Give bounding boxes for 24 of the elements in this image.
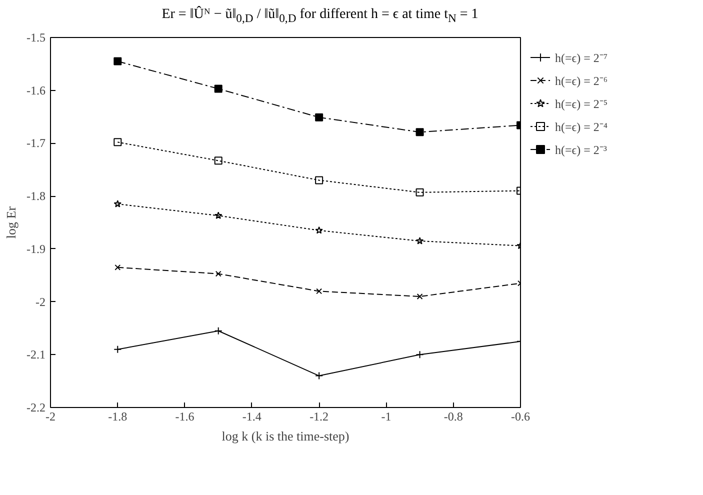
x-tick-label: -1.8 [108,410,128,424]
y-tick-label: -1.9 [26,242,46,256]
legend-label: h(=ϵ) = 2⁻³ [555,142,608,158]
legend-label: h(=ϵ) = 2⁻⁴ [555,118,609,134]
x-axis-title: log k (k is the time-step) [222,428,350,444]
y-tick-label: -1.7 [26,136,46,150]
y-tick-label: -1.8 [26,189,46,204]
x-tick-label: -1.2 [310,410,329,424]
y-tick-label: -1.5 [26,30,46,44]
legend-label: h(=ϵ) = 2⁻⁶ [555,72,609,88]
y-axis-title: log Er [4,206,19,239]
x-tick-label: -1.4 [242,410,262,424]
x-tick-label: -1 [381,410,392,424]
y-tick-label: -2.1 [26,348,46,362]
y-tick-label: -2.2 [26,400,46,414]
x-tick-label: -0.8 [444,410,463,424]
x-tick-label: -1.6 [175,410,194,424]
x-tick-label: -0.6 [511,410,530,424]
x-tick-label: -2 [46,410,56,424]
legend-label: h(=ϵ) = 2⁻⁷ [555,50,609,66]
legend-label: h(=ϵ) = 2⁻⁵ [555,96,609,112]
chart-title: Er = ‖Ûᴺ − ũ‖$_{0,D}$ / ‖ũ‖$_{0,D}$ for different h = ϵ at time t$_{N}$ = 1 [162,5,478,27]
y-tick-label: -2 [36,294,46,309]
y-tick-label: -1.6 [26,83,46,98]
